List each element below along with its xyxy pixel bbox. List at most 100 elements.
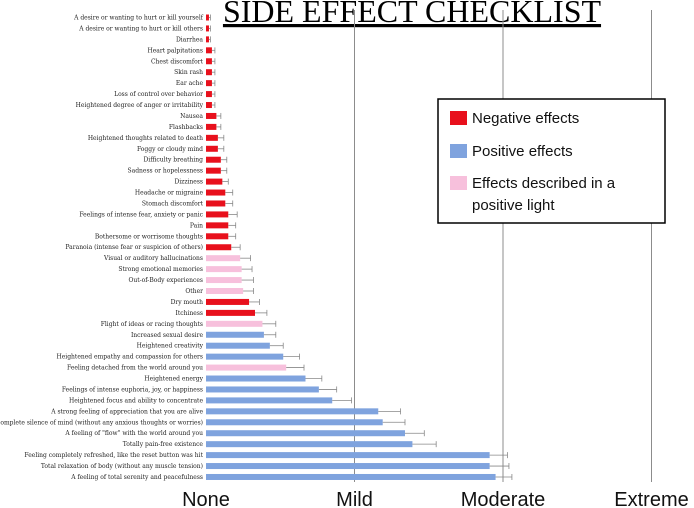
bar [206,408,379,415]
bar [206,298,250,305]
bar [206,36,209,43]
category-label: Difficulty breathing [144,157,204,164]
category-label: Chest discomfort [151,58,204,65]
category-label: Totally pain-free existence [123,441,204,448]
category-label: Total relaxation of body (without any mu… [41,463,203,470]
bar [206,266,242,273]
bar [206,14,209,21]
bar [206,47,212,54]
legend-label: Effects described in a positive light [472,175,616,214]
category-label: Loss of control over behavior [114,91,203,98]
category-label: Heightened creativity [137,343,204,350]
category-label: Paranoia (intense fear or suspicion of o… [65,244,203,251]
category-label: Complete silence of mind (without any an… [0,419,203,426]
category-label: Foggy or cloudy mind [137,146,203,153]
bar-series [206,14,513,480]
category-label: Feelings of intense fear, anxiety or pan… [79,211,203,218]
category-label: Strong emotional memories [118,266,203,273]
bar [206,134,218,141]
bar [206,473,496,480]
legend-label: Negative effects [472,110,579,127]
gridlines [354,10,652,482]
category-label: Heightened empathy and compassion for ot… [57,354,204,361]
bar [206,419,383,426]
bar [206,309,256,316]
legend-label-line: positive light [472,197,555,214]
category-label: Skin rash [174,69,203,76]
bar [206,222,229,229]
bar [206,145,218,152]
bar [206,178,223,185]
bar [206,331,264,338]
category-label: A desire or wanting to hurt or kill your… [73,15,204,22]
bar [206,375,306,382]
category-label: Flight of ideas or racing thoughts [101,321,203,328]
category-label: A strong feeling of appreciation that yo… [50,408,203,415]
bar [206,211,229,218]
bar [206,112,217,119]
x-tick-label: Moderate [461,489,546,508]
category-label: A feeling of "flow" with the world aroun… [64,430,203,437]
legend-swatch [450,176,467,190]
category-label: Diarrhea [176,36,203,43]
x-tick-label: Mild [336,489,373,508]
category-label: Bothersome or worrisome thoughts [95,233,203,240]
bar [206,397,333,404]
bar [206,25,209,32]
category-label: Feeling completely refreshed, like the r… [24,452,203,459]
category-label: Dry mouth [171,299,204,306]
category-label: Increased sexual desire [131,332,204,339]
bar [206,69,212,76]
bar [206,463,490,470]
bar [206,102,212,109]
category-label: Sadness or hopelessness [128,168,203,175]
legend-label: Positive effects [472,143,573,160]
category-label: Out-of-Body experiences [128,277,203,284]
category-label: Heightened thoughts related to death [88,135,203,142]
bar [206,288,244,294]
category-label: Heart palpitations [147,47,203,54]
bar [206,244,232,251]
legend-swatch [450,111,467,125]
category-label: Itchiness [176,310,204,317]
x-axis-ticks: None Mild Moderate Extreme [182,489,689,508]
category-label: Heightened energy [144,376,203,383]
category-label: Heightened degree of anger or irritabili… [76,102,204,109]
category-label: Headache or migraine [135,190,204,197]
bar [206,342,270,349]
bar [206,123,217,130]
legend-label-line: Effects described in a [472,175,616,192]
legend-swatch [450,144,467,158]
category-label: Visual or auditory hallucinations [103,255,203,262]
bar [206,430,405,437]
bar [206,277,242,284]
bar [206,452,490,459]
category-label: Other [185,288,203,295]
category-label: A feeling of total serenity and peaceful… [70,474,203,481]
bar [206,233,229,240]
category-label: Heightened focus and ability to concentr… [69,397,203,404]
x-tick-label: None [182,489,230,508]
category-label: A desire or wanting to hurt or kill othe… [78,25,203,32]
category-label: Pain [190,222,203,229]
bar [206,91,212,98]
category-label: Nausea [180,113,203,120]
category-label: Feelings of intense euphoria, joy, or ha… [62,386,203,393]
category-label: Dizziness [174,179,203,186]
bar [206,58,212,65]
bar [206,364,287,371]
legend-box [437,98,666,224]
legend: Negative effects Positive effects Effects … [437,98,666,224]
category-label: Stomach discomfort [142,200,204,207]
chart-title: SIDE EFFECT CHECKLIST [223,0,602,29]
x-tick-label: Extreme [614,489,688,508]
bar [206,386,319,393]
category-labels: A desire or wanting to hurt or kill your… [0,15,204,481]
bar [206,353,284,360]
bar [206,320,263,327]
category-label: Ear ache [176,80,204,87]
bar [206,189,226,196]
bar [206,441,413,448]
bar [206,200,226,207]
